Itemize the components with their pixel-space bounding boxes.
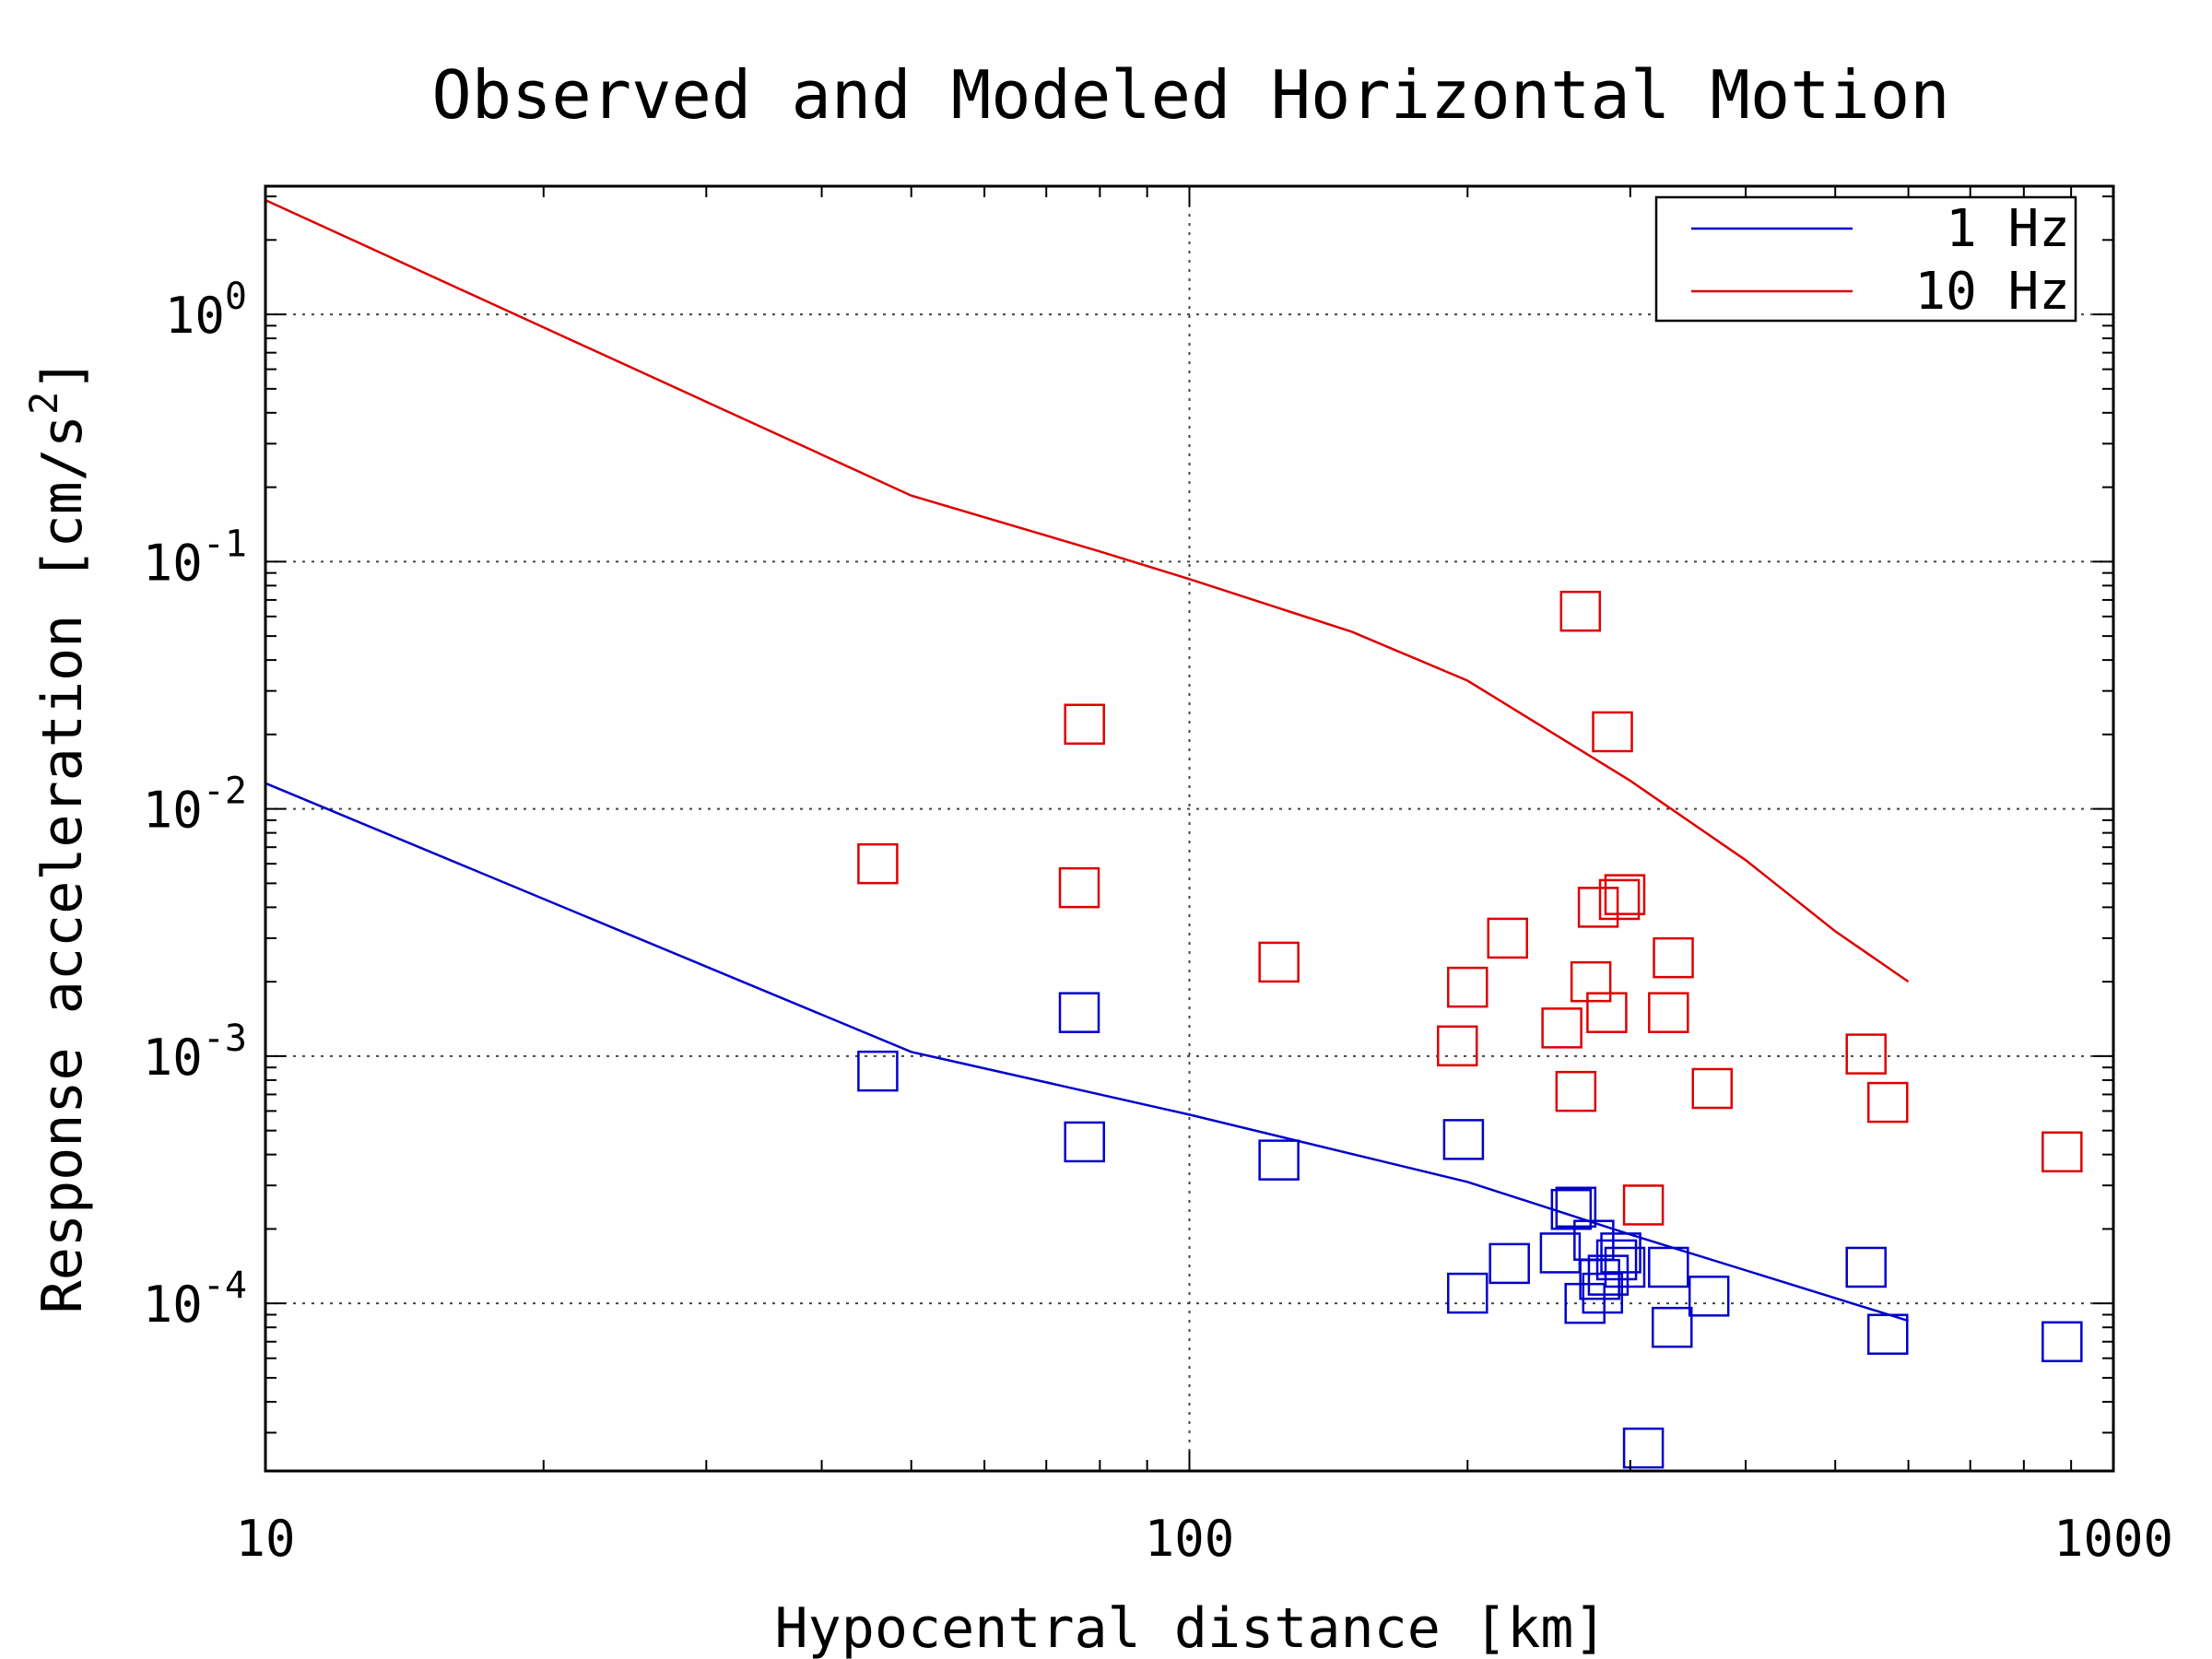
observed-point-1hz [1652, 1306, 1693, 1348]
y-tick-label: 100 [165, 276, 247, 345]
observed-point-1hz [1539, 1232, 1582, 1274]
observed-point-1hz [1564, 1282, 1606, 1324]
observed-point-10hz [1487, 917, 1529, 959]
observed-point-10hz [2041, 1131, 2083, 1173]
series-layer [265, 198, 2083, 1469]
observed-point-1hz [1550, 1188, 1593, 1230]
observed-point-10hz [1555, 1070, 1597, 1112]
observed-point-10hz [1845, 1033, 1887, 1075]
observed-point-1hz [1258, 1139, 1300, 1181]
observed-point-1hz [1867, 1313, 1909, 1355]
observed-point-1hz [1622, 1427, 1665, 1469]
observed-point-1hz [1688, 1276, 1730, 1317]
legend-box [1654, 195, 2077, 323]
y-tick-exp: -3 [203, 1018, 247, 1060]
plot-frame [264, 184, 2115, 1473]
observed-point-10hz [1559, 590, 1602, 632]
y-tick-base: 10 [143, 782, 203, 840]
observed-point-10hz [1622, 1184, 1665, 1226]
observed-point-1hz [1604, 1246, 1646, 1288]
y-tick-label: 10-4 [143, 1265, 247, 1334]
observed-point-10hz [1541, 1007, 1583, 1049]
observed-point-1hz [1582, 1272, 1624, 1314]
y-tick-exp: -2 [203, 771, 247, 813]
observed-point-1hz [1600, 1232, 1641, 1274]
model-line-10hz [265, 198, 1910, 983]
grid [265, 186, 2113, 1471]
legend-label-10hz: 10 Hz [1914, 262, 2070, 322]
y-tick-base: 10 [143, 1276, 203, 1334]
model-line-1hz [265, 782, 1909, 1323]
y-axis-label: Response acceleration [cm/s2] [21, 359, 95, 1314]
x-tick-label: 100 [1145, 1510, 1235, 1568]
observed-point-10hz [1586, 992, 1628, 1033]
y-tick-label: 10-3 [143, 1018, 247, 1087]
observed-point-1hz [1587, 1254, 1630, 1296]
observed-point-1hz [1555, 1186, 1597, 1229]
y-axis-label-end: ] [30, 359, 95, 392]
chart-title: Observed and Modeled Horizontal Motion [431, 56, 1949, 134]
observed-point-1hz [857, 1050, 899, 1092]
x-axis-label: Hypocentral distance [km] [774, 1596, 1606, 1659]
x-tick-label: 1000 [2053, 1510, 2173, 1568]
observed-point-10hz [1598, 878, 1641, 921]
observed-point-10hz [1867, 1081, 1909, 1124]
y-tick-exp: 0 [225, 276, 247, 318]
observed-point-1hz [1064, 1121, 1105, 1163]
observed-point-10hz [1058, 866, 1100, 909]
observed-point-10hz [1064, 703, 1105, 746]
y-tick-base: 10 [165, 287, 225, 345]
y-tick-base: 10 [143, 1029, 203, 1087]
observed-point-10hz [857, 842, 899, 885]
observed-point-1hz [1447, 1272, 1488, 1314]
y-tick-label: 10-1 [143, 523, 247, 592]
y-tick-exp: -1 [203, 523, 247, 565]
observed-point-1hz [2041, 1321, 2083, 1362]
observed-point-10hz [1653, 936, 1694, 979]
observed-point-10hz [1437, 1025, 1478, 1067]
observed-point-1hz [1648, 1246, 1689, 1288]
y-axis-label-main: Response acceleration [cm/s [30, 415, 95, 1313]
y-tick-label: 10-2 [143, 771, 247, 840]
observed-point-1hz [1058, 992, 1100, 1033]
observed-point-1hz [1442, 1119, 1485, 1160]
y-axis-label-sup: 2 [21, 392, 66, 415]
observed-point-10hz [1691, 1067, 1734, 1110]
observed-point-10hz [1648, 992, 1689, 1033]
x-tick-label: 10 [235, 1510, 295, 1568]
observed-point-10hz [1577, 887, 1619, 928]
observed-point-1hz [1845, 1246, 1887, 1288]
observed-point-10hz [1447, 966, 1488, 1008]
y-tick-exp: -4 [203, 1265, 247, 1307]
observed-point-10hz [1570, 960, 1612, 1003]
legend-label-1hz: 1 Hz [1946, 199, 2070, 259]
observed-point-10hz [1258, 941, 1300, 983]
observed-point-1hz [1595, 1239, 1638, 1281]
y-tick-base: 10 [143, 534, 203, 592]
observed-point-10hz [1604, 874, 1646, 915]
observed-point-10hz [1592, 711, 1633, 753]
observed-point-1hz [1488, 1242, 1530, 1285]
